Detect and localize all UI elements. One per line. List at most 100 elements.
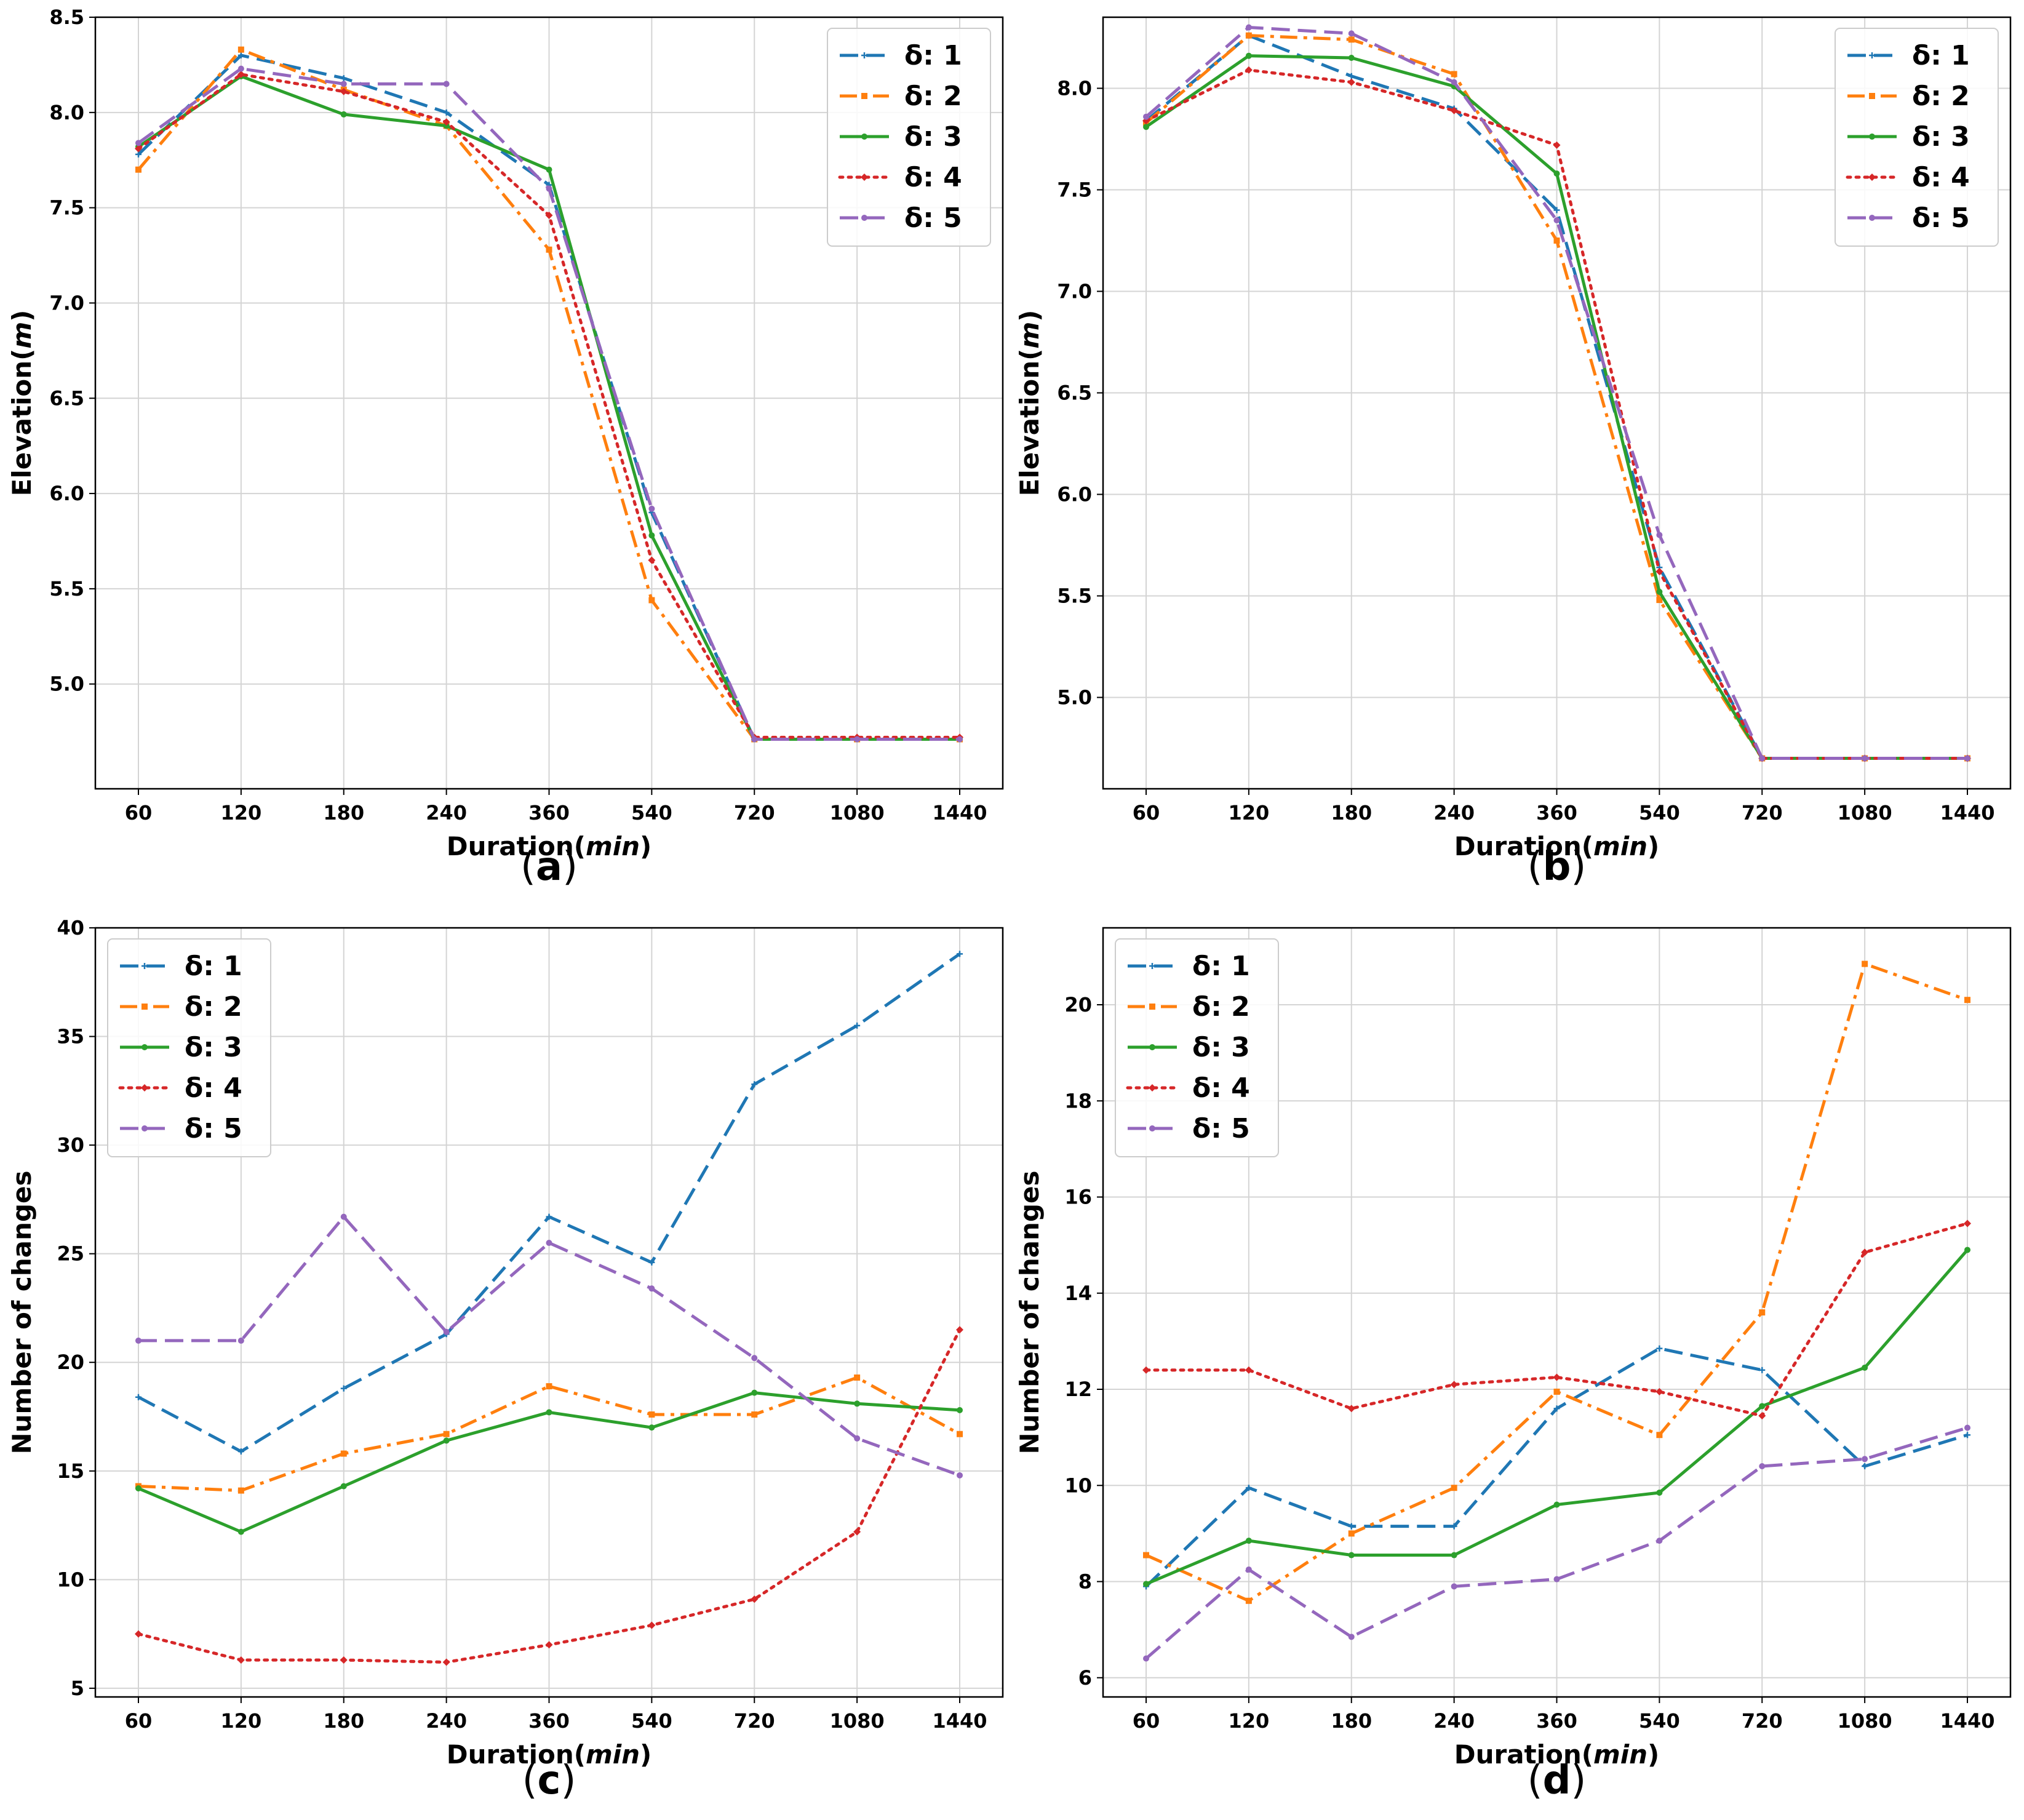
data-point	[1348, 1523, 1355, 1530]
x-tick-label: 120	[220, 1709, 261, 1733]
data-point	[443, 122, 450, 129]
data-point	[340, 87, 348, 95]
series-4	[135, 1326, 963, 1666]
y-tick-label: 10	[1064, 1474, 1092, 1497]
data-point	[1655, 567, 1663, 575]
legend-marker	[1869, 52, 1875, 58]
data-point	[237, 1656, 245, 1664]
legend-marker	[141, 963, 148, 969]
x-tick-label: 180	[323, 1709, 364, 1733]
y-tick-label: 5.0	[49, 673, 84, 696]
panel-label-close: )	[562, 844, 578, 890]
data-point	[1450, 1381, 1458, 1389]
data-point	[1451, 1485, 1457, 1491]
legend-marker	[861, 52, 867, 58]
data-point	[340, 1450, 347, 1457]
series-3	[135, 1389, 963, 1535]
legend-label: δ: 5	[904, 202, 962, 234]
data-point	[1862, 1456, 1868, 1463]
data-point	[135, 1337, 141, 1344]
panel-letter: d	[1543, 1758, 1571, 1803]
x-tick-label: 240	[1433, 801, 1475, 824]
y-axis-label: Elevation(m)	[1014, 310, 1045, 497]
y-tick-label: 40	[57, 916, 84, 940]
data-point	[1553, 207, 1560, 214]
y-tick-label: 30	[57, 1133, 84, 1157]
y-axis-label-close: )	[1014, 310, 1045, 322]
y-axis-unit: m	[7, 322, 37, 349]
data-point	[1964, 997, 1970, 1004]
x-tick-label: 720	[734, 1709, 775, 1733]
data-point	[545, 212, 553, 220]
series-line	[1145, 1426, 1968, 1660]
data-point	[1142, 1366, 1150, 1374]
data-point	[1553, 217, 1560, 223]
plot-frame	[94, 927, 1004, 1698]
legend-label: δ: 2	[1192, 991, 1250, 1023]
data-point	[135, 1485, 141, 1492]
legend-box	[827, 28, 991, 247]
legend-marker	[1149, 963, 1155, 969]
plot-frame	[1102, 16, 2012, 790]
data-point	[340, 111, 347, 118]
data-point	[1143, 1581, 1149, 1587]
data-point	[1348, 36, 1355, 43]
legend: δ: 1 δ: 2 δ: 3 δ: 4 δ: 5	[1835, 28, 1999, 247]
x-tick-label: 1080	[1838, 1709, 1892, 1733]
x-tick-label: 360	[528, 1709, 570, 1733]
data-point	[648, 597, 655, 604]
data-point	[1245, 1485, 1252, 1491]
legend-marker	[141, 1125, 148, 1132]
data-point	[1245, 24, 1252, 31]
y-tick-label: 16	[1064, 1186, 1092, 1209]
panel-label: (c)	[522, 1758, 576, 1803]
data-point	[957, 1431, 963, 1437]
x-tick-label: 240	[426, 801, 467, 824]
data-point	[956, 1326, 963, 1334]
panel-label-close: )	[560, 1758, 576, 1803]
x-axis-label: Duration(min)	[447, 1739, 652, 1770]
y-tick-label: 7.0	[49, 291, 84, 314]
legend-marker	[1869, 134, 1875, 140]
data-point	[340, 1656, 348, 1664]
data-point	[340, 1483, 347, 1490]
legend-label: δ: 5	[1192, 1113, 1250, 1144]
series-4	[1142, 1219, 1971, 1419]
data-point	[1553, 1388, 1560, 1395]
legend-label: δ: 3	[1912, 121, 1970, 153]
x-tick-label: 1080	[830, 801, 885, 824]
data-point	[1758, 1411, 1766, 1419]
data-point	[957, 951, 963, 957]
legend-label: δ: 1	[1912, 40, 1970, 71]
data-point	[854, 1400, 861, 1407]
data-point	[854, 1374, 861, 1381]
legend-marker	[1149, 1084, 1156, 1092]
data-point	[957, 736, 963, 743]
data-point	[135, 1630, 142, 1638]
x-tick-label: 60	[125, 801, 153, 824]
data-point	[1245, 1597, 1252, 1604]
data-point	[1656, 1432, 1663, 1439]
y-tick-label: 7.5	[49, 196, 84, 220]
series-5	[135, 1213, 963, 1479]
y-tick-label: 20	[1064, 993, 1092, 1016]
data-point	[442, 118, 450, 126]
data-point	[1245, 66, 1253, 74]
panel-label-close: )	[1571, 844, 1586, 890]
data-point	[1143, 1655, 1149, 1662]
data-point	[237, 1337, 244, 1344]
legend-marker	[1869, 215, 1875, 221]
x-tick-label: 1440	[932, 1709, 987, 1733]
data-point	[1759, 1309, 1766, 1315]
data-point	[751, 1389, 758, 1396]
legend-marker	[861, 215, 867, 221]
y-tick-label: 6.5	[49, 386, 84, 410]
x-tick-label: 540	[631, 1709, 672, 1733]
y-axis-label-close: )	[7, 310, 37, 322]
legend: δ: 1 δ: 2 δ: 3 δ: 4 δ: 5	[1115, 938, 1279, 1157]
series-5	[1143, 24, 1970, 762]
x-tick-label: 120	[220, 801, 261, 824]
y-tick-label: 6.0	[49, 482, 84, 505]
legend-label: δ: 5	[1912, 202, 1970, 234]
data-point	[1143, 124, 1149, 130]
